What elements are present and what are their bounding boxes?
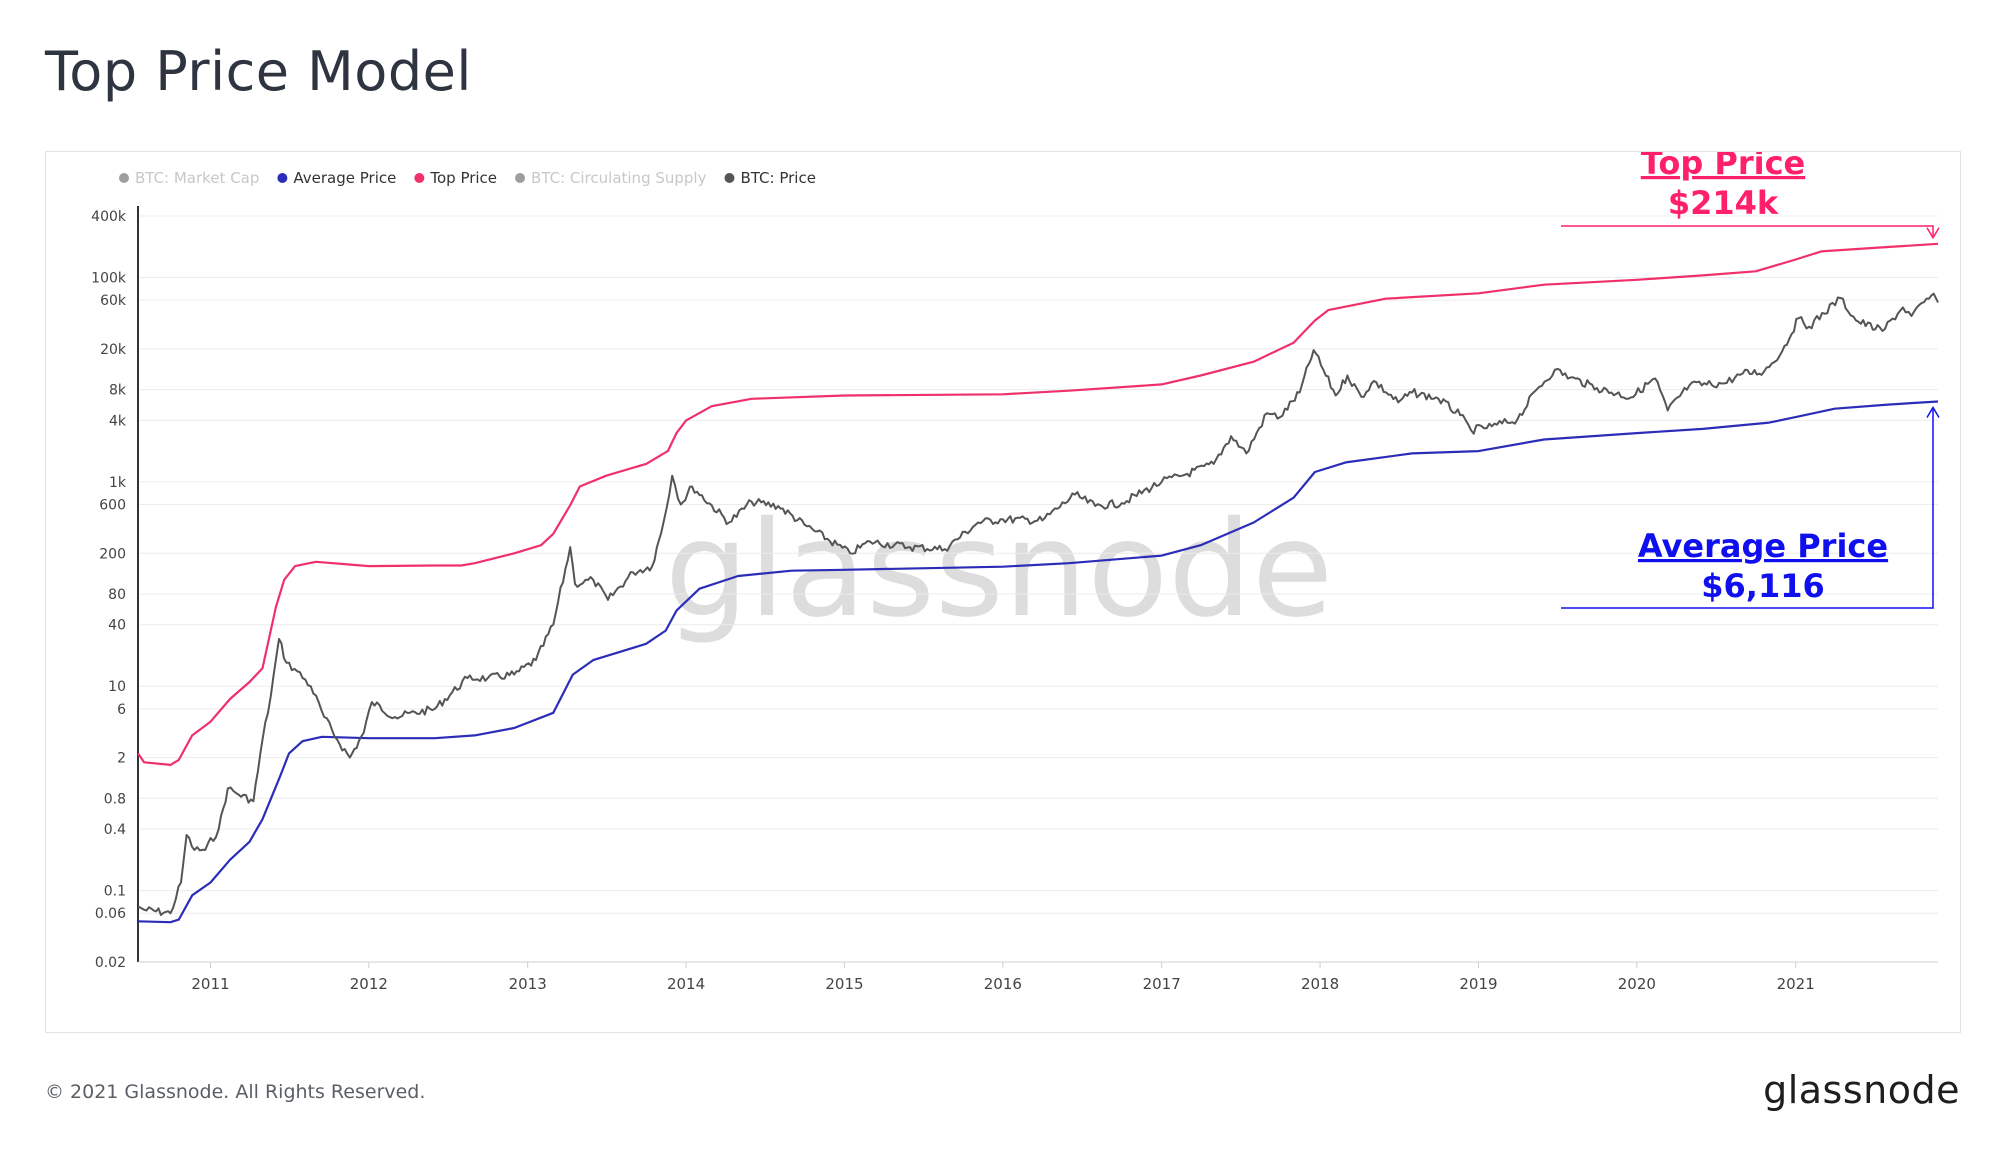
glassnode-watermark: glassnode — [665, 493, 1333, 647]
y-tick-label: 10 — [108, 679, 126, 695]
x-axis: 2011 2012 2013 2014 2015 2016 2017 2018 2019 2020… — [138, 961, 1938, 993]
x-tick-label: 2019 — [1459, 975, 1497, 993]
average-price-annotation-label: Average Price — [1638, 527, 1888, 565]
legend-label: Average Price — [293, 169, 396, 187]
glassnode-logo[interactable]: glassnode — [1763, 1068, 1960, 1112]
y-axis: 400k 100k 60k 20k 8k 4k 1k 600 200 80 40 10 6 2 0.8 0.4… — [91, 206, 139, 971]
x-tick-label: 2013 — [509, 975, 547, 993]
y-tick-label: 0.1 — [104, 884, 126, 900]
legend-item[interactable]: BTC: Circulating Supply — [515, 169, 707, 187]
y-tick-label: 1k — [109, 475, 127, 491]
series-line — [137, 292, 1939, 916]
chart-legend[interactable]: BTC: Market Cap Average Price Top Price BTC… — [119, 169, 816, 187]
y-tick-label: 0.4 — [104, 822, 126, 838]
series-lines — [137, 242, 1939, 924]
x-tick-label: 2015 — [825, 975, 863, 993]
legend-dot — [119, 173, 129, 183]
legend-label: BTC: Price — [740, 169, 815, 187]
chart-container: glassnode 400k 100k 60k 20k 8k 4k 1k 600 200 80 40… — [45, 151, 1961, 1033]
x-tick-label: 2011 — [191, 975, 229, 993]
annotations: Top Price $214k Average Price $6,116 — [1561, 152, 1940, 609]
x-tick-label: 2014 — [667, 975, 705, 993]
legend-label: Top Price — [429, 169, 497, 187]
legend-label: BTC: Market Cap — [135, 169, 259, 187]
y-tick-label: 6 — [117, 702, 126, 718]
legend-item[interactable]: BTC: Market Cap — [119, 169, 259, 187]
legend-item[interactable]: BTC: Price — [724, 169, 816, 187]
y-tick-label: 100k — [91, 271, 127, 287]
copyright-notice: © 2021 Glassnode. All Rights Reserved. — [45, 1081, 426, 1103]
y-tick-label: 8k — [109, 383, 127, 399]
x-tick-label: 2016 — [984, 975, 1022, 993]
legend-dot — [277, 173, 288, 183]
y-tick-label: 20k — [100, 342, 127, 358]
y-tick-label: 0.02 — [95, 955, 126, 971]
legend-dot — [515, 173, 526, 183]
top-price-chart: glassnode 400k100k60k20k8k4k1k6002008040… — [91, 152, 1940, 993]
top-price-annotation-label: Top Price — [1641, 152, 1805, 182]
legend-label: BTC: Circulating Supply — [531, 169, 707, 187]
y-tick-label: 60k — [100, 293, 127, 309]
x-tick-label: 2017 — [1143, 975, 1181, 993]
x-tick-label: 2012 — [350, 975, 388, 993]
legend-dot — [724, 173, 735, 183]
x-tick-label: 2020 — [1618, 975, 1656, 993]
y-tick-label: 600 — [99, 498, 126, 514]
legend-item[interactable]: Top Price — [414, 169, 497, 187]
y-tick-label: 4k — [109, 413, 127, 429]
series-line — [137, 242, 1939, 766]
average-price-arrow — [1561, 409, 1934, 609]
top-price-annotation-value: $214k — [1668, 184, 1779, 222]
y-tick-label: 2 — [117, 751, 126, 767]
top-price-arrowhead — [1926, 227, 1940, 240]
grid-lines — [138, 215, 1938, 963]
y-tick-label: 200 — [99, 546, 126, 562]
y-tick-label: 400k — [91, 209, 127, 225]
legend-item[interactable]: Average Price — [277, 169, 396, 187]
average-price-arrowhead — [1926, 406, 1940, 418]
series-line — [137, 400, 1939, 924]
y-tick-label: 40 — [108, 618, 126, 634]
page-title: Top Price Model — [45, 40, 472, 103]
average-price-annotation-value: $6,116 — [1701, 567, 1824, 605]
x-tick-label: 2018 — [1301, 975, 1339, 993]
x-tick-label: 2021 — [1777, 975, 1815, 993]
y-tick-label: 0.8 — [104, 791, 126, 807]
y-tick-label: 0.06 — [95, 906, 126, 922]
y-tick-label: 80 — [108, 587, 126, 603]
legend-dot — [414, 173, 425, 183]
top-price-arrow — [1561, 225, 1934, 236]
